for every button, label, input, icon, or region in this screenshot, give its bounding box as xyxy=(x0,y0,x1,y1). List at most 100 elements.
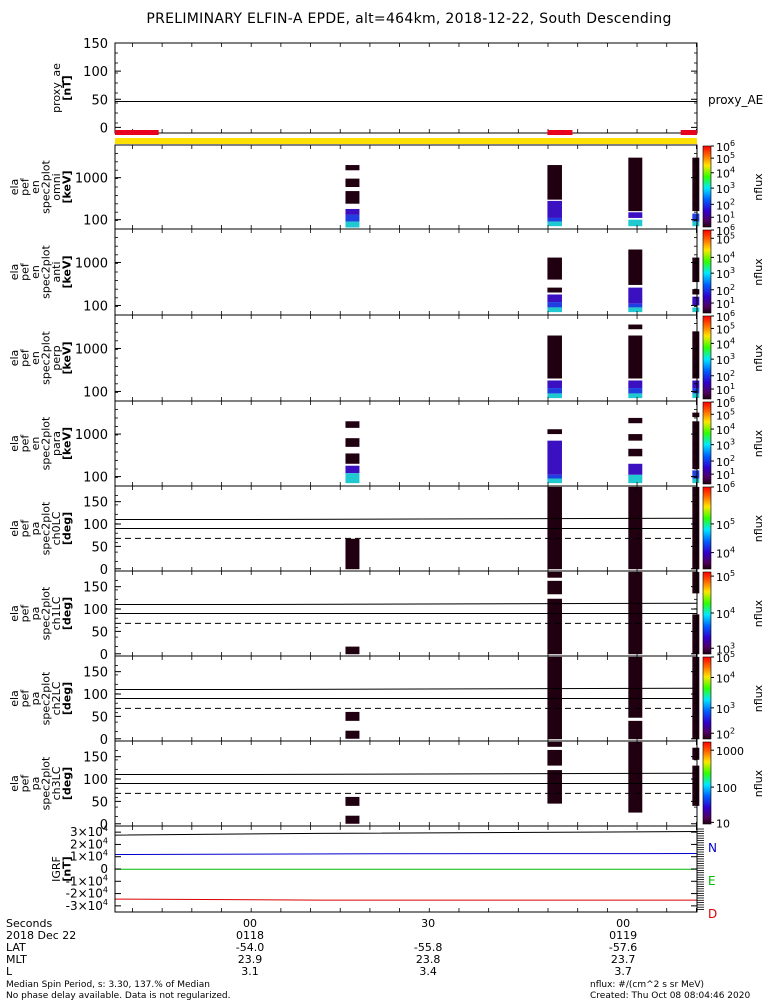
colorbar-label: nflux xyxy=(752,599,765,627)
en_anti-ylabel-line: [keV] xyxy=(61,255,74,288)
y-tick-label: 1000 xyxy=(75,172,108,187)
colorbar-tick-label: 104 xyxy=(716,606,735,621)
spectrogram-cell xyxy=(547,165,562,200)
y-tick-label: 1000 xyxy=(75,256,108,271)
loss-cone-line xyxy=(115,687,698,691)
spectrogram-cell xyxy=(345,730,360,739)
spectrogram-cell xyxy=(692,388,700,394)
y-tick-label: 0 xyxy=(100,862,108,876)
spectrogram-cell xyxy=(547,478,562,484)
pa_ch2LC-ylabel-line: ela xyxy=(8,690,21,707)
spectrogram-cell xyxy=(547,580,562,595)
y-tick-label: 1000 xyxy=(75,428,108,443)
spectrogram-cell xyxy=(547,429,562,435)
x-tick-value: 3.1 xyxy=(241,965,259,978)
colorbar-tick-label: 103 xyxy=(716,701,735,716)
colorbar-tick-label: 105 xyxy=(716,151,735,166)
spectrogram-cell xyxy=(547,571,562,578)
y-tick-label: 3×104 xyxy=(70,824,108,839)
colorbar xyxy=(702,145,712,228)
spectrogram-cell xyxy=(692,412,700,418)
en_para-ylabel-line: pef xyxy=(19,434,32,453)
spectrogram-cell xyxy=(345,208,360,215)
red-status-bar xyxy=(115,130,159,135)
spectrogram-cell xyxy=(547,741,562,747)
pa_ch0LC-ylabel-line: ela xyxy=(8,520,21,537)
colorbar-tick-label: 100 xyxy=(716,782,737,795)
series-line-N xyxy=(114,853,698,856)
y-tick-label: 150 xyxy=(83,666,108,681)
red-status-bar xyxy=(680,130,697,135)
plot-title: PRELIMINARY ELFIN-A EPDE, alt=464km, 201… xyxy=(146,11,671,27)
spectrogram-cell xyxy=(345,438,360,447)
colorbar-tick-label: 103 xyxy=(716,352,735,367)
footer-phase-note: No phase delay available. Data is not re… xyxy=(6,991,230,1000)
colorbar-label: nflux xyxy=(752,429,765,457)
pa_ch3LC-ylabel-line: spec2plot xyxy=(40,756,53,810)
pa_ch3LC-ylabel-line: [deg] xyxy=(61,767,74,800)
spectrogram-cell xyxy=(345,646,360,655)
en_anti-ylabel-line: ela xyxy=(8,264,21,281)
y-tick-label: 100 xyxy=(83,65,108,80)
pa_ch2LC-ylabel-line: spec2plot xyxy=(40,671,53,725)
spectrogram-cell xyxy=(692,393,700,399)
x-row-label: Seconds xyxy=(6,917,52,930)
y-tick-label: 100 xyxy=(83,214,108,229)
x-row-label: L xyxy=(6,965,13,978)
legend-E: E xyxy=(708,874,716,888)
pa_ch3LC-ylabel-line: pef xyxy=(19,774,32,793)
x-tick-value: 0119 xyxy=(609,929,637,942)
spectrogram-cell xyxy=(345,473,360,484)
x-tick-value: 3.4 xyxy=(419,965,437,978)
colorbar-label: nflux xyxy=(752,514,765,542)
spectrogram-cell xyxy=(547,598,562,655)
spectrogram-cell xyxy=(547,380,562,389)
pa_ch3LC-ylabel-line: ela xyxy=(8,775,21,792)
spectrogram-cell xyxy=(547,257,562,280)
igrf-ylabel-line: IGRF xyxy=(50,856,63,882)
pa_ch1LC-ylabel-line: pa xyxy=(29,607,42,621)
spectrogram-cell xyxy=(692,765,700,806)
colorbar-tick-label: 102 xyxy=(716,726,735,741)
spectrogram-cell xyxy=(547,200,562,218)
spectrogram-cell xyxy=(547,335,562,379)
colorbar xyxy=(702,229,712,314)
panel-en_para: 1000100elapefenspec2plotpara[keV]1061051… xyxy=(8,395,765,487)
y-tick-label: 100 xyxy=(83,773,108,788)
colorbar-tick-label: 105 xyxy=(716,231,735,246)
pa_ch1LC-ylabel-line: pef xyxy=(19,604,32,623)
spectrogram-cell xyxy=(692,221,700,227)
spectrogram-cell xyxy=(345,421,360,428)
colorbar-tick-label: 1000 xyxy=(716,745,744,758)
en_perp-ylabel-line: spec2plot xyxy=(40,331,53,385)
spectrogram-cell xyxy=(628,463,643,475)
colorbar-tick-label: 101 xyxy=(716,210,735,225)
x-tick-value: -54.0 xyxy=(236,941,264,954)
x-tick-value: 3.7 xyxy=(614,965,632,978)
colorbar-tick-label: 104 xyxy=(716,546,735,561)
spectrogram-cell xyxy=(547,217,562,222)
en_para-ylabel-line: spec2plot xyxy=(40,416,53,470)
colorbar-tick-label: 102 xyxy=(716,197,735,212)
x-tick-value: 00 xyxy=(616,917,630,930)
spectrogram-cell xyxy=(692,213,700,222)
colorbar-tick-label: 102 xyxy=(716,454,735,469)
y-tick-label: 50 xyxy=(91,710,108,725)
colorbar xyxy=(702,401,712,485)
en_perp-ylabel-line: en xyxy=(29,351,42,365)
spectrogram-cell xyxy=(628,212,643,218)
colorbar-tick-label: 105 xyxy=(716,569,735,584)
x-tick-value: -57.6 xyxy=(609,941,637,954)
pa_ch1LC-ylabel-line: ela xyxy=(8,605,21,622)
spectrogram-cell xyxy=(628,720,643,740)
en_anti-ylabel-line: pef xyxy=(19,262,32,281)
colorbar-tick-label: 106 xyxy=(716,480,735,495)
spectrogram-cell xyxy=(547,474,562,479)
colorbar xyxy=(702,486,712,570)
pa_ch3LC-ylabel-line: ch3LC xyxy=(50,766,63,800)
y-tick-label: 150 xyxy=(83,581,108,596)
pa_ch2LC-ylabel-line: [deg] xyxy=(61,682,74,715)
